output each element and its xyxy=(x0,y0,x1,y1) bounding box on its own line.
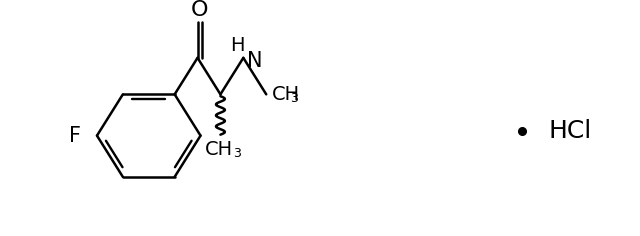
Text: 3: 3 xyxy=(234,147,241,160)
Text: HCl: HCl xyxy=(548,119,591,143)
Text: N: N xyxy=(247,51,263,71)
Text: CH: CH xyxy=(204,140,232,159)
Text: CH: CH xyxy=(272,85,300,104)
Text: O: O xyxy=(191,0,208,20)
Text: H: H xyxy=(230,36,244,55)
Text: F: F xyxy=(69,126,81,146)
Text: 3: 3 xyxy=(290,92,298,105)
